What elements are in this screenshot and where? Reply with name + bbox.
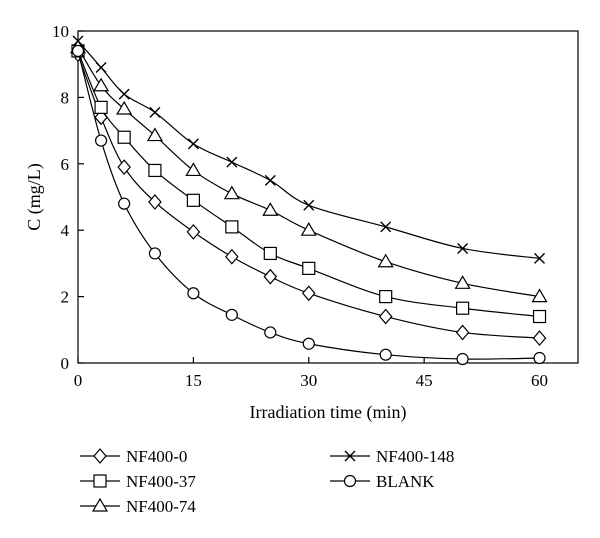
- legend-marker: [91, 497, 109, 512]
- legend-label: NF400-0: [126, 447, 187, 466]
- data-point: [148, 247, 162, 260]
- data-point: [378, 308, 393, 325]
- series-nf400-0: [71, 46, 547, 347]
- data-point: [187, 287, 200, 300]
- data-point: [532, 330, 547, 347]
- legend: NF400-0 NF400-37 NF400-74 NF400-148 BLANK: [80, 447, 454, 516]
- legend-item-nf400-74: NF400-74: [80, 497, 196, 516]
- data-point: [72, 35, 84, 47]
- data-point: [300, 222, 317, 236]
- data-point: [532, 309, 547, 324]
- data-point: [118, 197, 131, 210]
- data-point: [116, 100, 133, 115]
- plot-frame: [77, 30, 579, 364]
- legend-item-nf400-148: NF400-148: [330, 447, 454, 466]
- y-axis-title: C (mg/L): [24, 163, 45, 231]
- data-point: [117, 159, 131, 176]
- y-tick-label: 4: [61, 221, 70, 240]
- data-point: [531, 288, 548, 303]
- data-point: [149, 106, 161, 118]
- data-point: [148, 163, 162, 178]
- data-point: [185, 162, 202, 177]
- legend-marker: [343, 474, 357, 488]
- data-point: [95, 62, 107, 74]
- data-point: [94, 100, 108, 114]
- data-point: [302, 261, 316, 275]
- data-point: [117, 130, 131, 144]
- data-point: [264, 326, 277, 339]
- data-point: [148, 194, 162, 210]
- data-point: [457, 242, 469, 254]
- y-tick-label: 6: [61, 155, 70, 174]
- series-line: [77, 47, 540, 298]
- legend-label: NF400-148: [376, 447, 454, 466]
- x-tick-label: 60: [531, 371, 548, 390]
- x-tick-label: 0: [74, 371, 83, 390]
- legend-item-nf400-0: NF400-0: [80, 447, 187, 466]
- legend-marker: [93, 448, 107, 464]
- data-point: [263, 268, 278, 285]
- series-line: [77, 50, 540, 318]
- data-point: [301, 285, 316, 302]
- legend-item-blank: BLANK: [330, 472, 435, 491]
- legend-label: NF400-74: [126, 497, 196, 516]
- legend-label: BLANK: [376, 472, 435, 491]
- plot-series: [69, 35, 548, 366]
- y-tick-label: 10: [52, 22, 69, 41]
- data-point: [146, 127, 163, 142]
- y-tick-label: 2: [61, 288, 70, 307]
- data-point: [379, 290, 393, 304]
- data-point: [225, 248, 239, 265]
- data-point: [225, 308, 238, 321]
- data-point: [186, 193, 200, 207]
- x-tick-label: 15: [185, 371, 202, 390]
- data-point: [94, 134, 108, 147]
- legend-label: NF400-37: [126, 472, 196, 491]
- data-point: [379, 348, 392, 361]
- data-point: [71, 44, 85, 58]
- data-point: [303, 199, 315, 211]
- axes: 0 15 30 45 60 0 2 4 6 8 10 Irradiation time (min) C …: [24, 22, 579, 423]
- data-point: [456, 352, 469, 366]
- series-line: [77, 40, 540, 260]
- series-blank: [71, 44, 546, 366]
- legend-marker: [93, 474, 107, 488]
- data-point: [93, 77, 110, 92]
- data-point: [455, 324, 470, 341]
- y-tick-label: 8: [61, 88, 70, 107]
- data-point: [226, 156, 238, 168]
- data-point: [534, 252, 546, 264]
- series-nf400-37: [71, 44, 547, 324]
- data-point: [456, 301, 470, 315]
- data-point: [264, 174, 276, 186]
- data-point: [302, 337, 315, 350]
- data-point: [186, 223, 201, 240]
- data-point: [118, 88, 130, 100]
- legend-item-nf400-37: NF400-37: [80, 472, 196, 491]
- data-point: [262, 202, 279, 216]
- x-tick-label: 45: [416, 371, 433, 390]
- series-nf400-148: [72, 35, 546, 264]
- data-point: [225, 220, 239, 234]
- legend-marker: [344, 450, 356, 462]
- data-point: [223, 185, 240, 200]
- data-point: [187, 138, 199, 150]
- y-tick-label: 0: [61, 354, 70, 373]
- data-point: [263, 246, 277, 261]
- data-point: [533, 351, 546, 365]
- x-tick-label: 30: [300, 371, 317, 390]
- x-axis-title: Irradiation time (min): [250, 402, 407, 423]
- data-point: [454, 275, 471, 289]
- data-point: [377, 253, 394, 268]
- data-point: [380, 221, 392, 233]
